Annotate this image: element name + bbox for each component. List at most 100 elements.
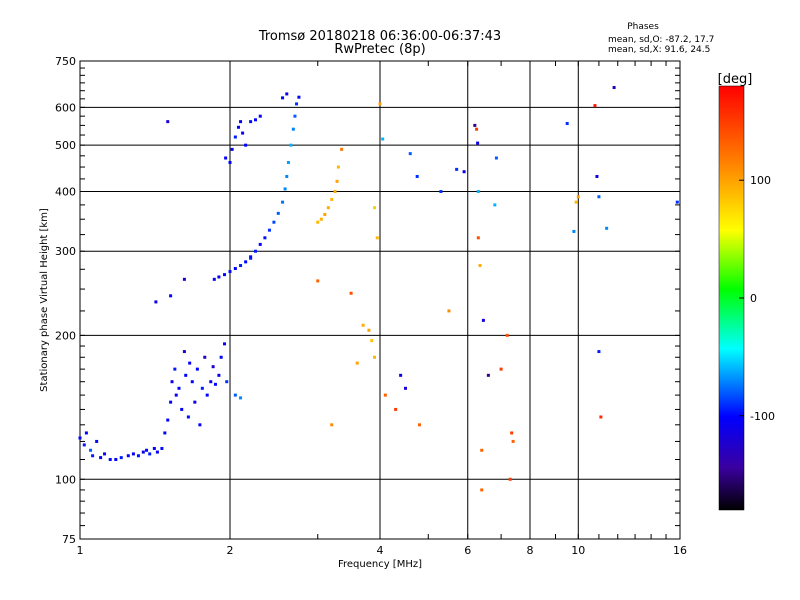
data-point: [574, 200, 578, 204]
data-point: [291, 127, 295, 131]
data-point: [249, 256, 253, 260]
data-point: [244, 260, 248, 264]
data-point: [455, 167, 459, 171]
data-point: [493, 203, 497, 207]
data-point: [370, 339, 374, 343]
data-point: [473, 123, 477, 127]
data-point: [285, 174, 289, 178]
data-point: [169, 400, 173, 404]
data-point: [593, 104, 597, 108]
data-point: [272, 220, 276, 224]
data-point: [505, 333, 509, 337]
chart-subtitle: RwPretec (8p): [334, 42, 425, 57]
data-point: [378, 102, 382, 106]
data-point: [462, 170, 466, 174]
data-point: [241, 131, 245, 135]
data-point: [244, 143, 248, 147]
data-point: [169, 294, 173, 298]
data-point: [170, 380, 174, 384]
x-tick-label: 16: [673, 544, 687, 557]
data-point: [316, 220, 320, 224]
data-point: [184, 373, 188, 377]
y-tick-label: 300: [55, 245, 76, 258]
data-point: [228, 160, 232, 164]
data-point: [166, 120, 170, 124]
y-tick-label: 200: [55, 329, 76, 342]
x-tick-label: 2: [227, 544, 234, 557]
data-point: [476, 236, 480, 240]
data-point: [383, 393, 387, 397]
data-point: [198, 423, 202, 427]
y-tick-label: 750: [55, 55, 76, 68]
data-point: [349, 291, 353, 295]
data-point: [480, 448, 484, 452]
data-point: [233, 135, 237, 139]
data-point: [160, 446, 164, 450]
data-point: [486, 373, 490, 377]
data-point: [82, 443, 86, 447]
data-point: [340, 147, 344, 151]
data-point: [190, 380, 194, 384]
data-point: [439, 189, 443, 193]
data-point: [195, 367, 199, 371]
data-point: [475, 127, 479, 131]
data-point: [316, 279, 320, 283]
data-point: [155, 450, 159, 454]
data-point: [675, 200, 679, 204]
data-point: [576, 195, 580, 199]
y-tick-labels: 75 100 200 300 400 500 600 750: [55, 55, 76, 546]
data-point: [267, 228, 271, 232]
data-point: [203, 355, 207, 359]
data-point: [319, 217, 323, 221]
data-points: [78, 86, 679, 492]
data-point: [281, 200, 285, 204]
data-point: [209, 380, 213, 384]
data-point: [283, 187, 287, 191]
colorbar-tick-label: 0: [750, 292, 757, 305]
data-point: [253, 118, 257, 122]
data-point: [403, 386, 407, 390]
phases-heading: Phases: [627, 22, 659, 32]
data-point: [293, 114, 297, 118]
data-point: [211, 365, 215, 369]
data-point: [408, 152, 412, 156]
colorbar-unit-label: [deg]: [718, 72, 753, 87]
data-point: [173, 367, 177, 371]
data-point: [126, 454, 130, 458]
data-point: [258, 114, 262, 118]
data-point: [233, 267, 237, 271]
data-point: [108, 457, 112, 461]
y-tick-label: 100: [55, 473, 76, 486]
data-point: [297, 95, 301, 99]
data-point: [330, 197, 334, 201]
data-point: [239, 264, 243, 268]
data-point: [480, 488, 484, 492]
data-point: [335, 179, 339, 183]
data-point: [91, 454, 95, 458]
data-point: [174, 393, 178, 397]
data-point: [239, 120, 243, 124]
x-tick-label: 10: [571, 544, 585, 557]
y-tick-label: 75: [62, 533, 76, 546]
data-point: [355, 361, 359, 365]
x-tick-label: 6: [464, 544, 471, 557]
x-tick-label: 8: [527, 544, 534, 557]
data-point: [200, 386, 204, 390]
data-point: [213, 382, 217, 386]
data-point: [481, 318, 485, 322]
chart-title: Tromsø 20180218 06:36:00-06:37:43: [258, 29, 501, 44]
data-point: [180, 407, 184, 411]
data-point: [205, 393, 209, 397]
y-axis-title: Stationary phase Virtual Height [km]: [39, 208, 50, 392]
data-point: [333, 189, 337, 193]
data-point: [394, 407, 398, 411]
data-point: [182, 350, 186, 354]
data-point: [599, 415, 603, 419]
data-point: [375, 236, 379, 240]
data-point: [510, 431, 514, 435]
data-point: [136, 454, 140, 458]
data-point: [476, 141, 480, 145]
y-tick-label: 600: [55, 101, 76, 114]
data-point: [84, 431, 88, 435]
data-point: [224, 156, 228, 160]
